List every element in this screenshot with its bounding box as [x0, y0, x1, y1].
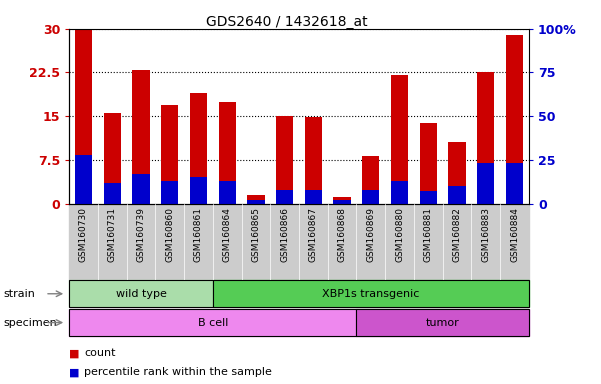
Text: GDS2640 / 1432618_at: GDS2640 / 1432618_at — [206, 15, 368, 29]
Text: percentile rank within the sample: percentile rank within the sample — [84, 367, 272, 377]
Bar — [247, 200, 264, 204]
Text: GSM160869: GSM160869 — [367, 207, 376, 262]
Bar — [161, 181, 178, 204]
Bar — [419, 191, 437, 204]
Bar — [69, 309, 356, 336]
Text: GSM160881: GSM160881 — [424, 207, 433, 262]
Bar — [419, 123, 437, 204]
Bar — [103, 113, 121, 204]
Text: ■: ■ — [69, 348, 79, 358]
Bar — [448, 142, 466, 204]
Text: XBP1s transgenic: XBP1s transgenic — [322, 289, 419, 299]
Text: GSM160880: GSM160880 — [395, 207, 404, 262]
Bar — [132, 174, 150, 204]
Bar — [334, 200, 351, 204]
Bar — [506, 35, 523, 204]
Text: GSM160883: GSM160883 — [481, 207, 490, 262]
Text: ■: ■ — [69, 367, 79, 377]
Bar — [276, 116, 293, 204]
Text: GSM160860: GSM160860 — [165, 207, 174, 262]
Bar — [247, 195, 264, 204]
Bar — [103, 182, 121, 204]
Text: GSM160865: GSM160865 — [251, 207, 260, 262]
Bar — [219, 181, 236, 204]
Bar — [362, 190, 379, 204]
Text: strain: strain — [3, 289, 35, 299]
Bar — [190, 93, 207, 204]
Bar — [506, 163, 523, 204]
Text: GSM160884: GSM160884 — [510, 207, 519, 262]
Text: wild type: wild type — [115, 289, 166, 299]
Bar — [477, 73, 495, 204]
Text: tumor: tumor — [426, 318, 460, 328]
Bar — [356, 309, 529, 336]
Bar — [132, 70, 150, 204]
Text: GSM160864: GSM160864 — [222, 207, 231, 262]
Text: specimen: specimen — [3, 318, 56, 328]
Bar — [161, 104, 178, 204]
Text: GSM160868: GSM160868 — [338, 207, 347, 262]
Bar — [305, 190, 322, 204]
Text: count: count — [84, 348, 115, 358]
Bar — [276, 190, 293, 204]
Text: GSM160731: GSM160731 — [108, 207, 117, 262]
Bar — [190, 177, 207, 204]
Text: GSM160861: GSM160861 — [194, 207, 203, 262]
Bar — [362, 156, 379, 204]
Text: GSM160866: GSM160866 — [280, 207, 289, 262]
Bar — [477, 163, 495, 204]
Bar — [334, 197, 351, 204]
Bar — [448, 186, 466, 204]
Bar — [75, 29, 92, 204]
Text: GSM160739: GSM160739 — [136, 207, 145, 262]
Text: B cell: B cell — [198, 318, 228, 328]
Bar — [391, 181, 408, 204]
Text: GSM160882: GSM160882 — [453, 207, 462, 262]
Bar — [305, 118, 322, 204]
Text: GSM160867: GSM160867 — [309, 207, 318, 262]
Bar — [75, 155, 92, 204]
Bar — [391, 75, 408, 204]
Bar — [213, 280, 529, 307]
Bar — [219, 102, 236, 204]
Bar — [69, 280, 213, 307]
Text: GSM160730: GSM160730 — [79, 207, 88, 262]
